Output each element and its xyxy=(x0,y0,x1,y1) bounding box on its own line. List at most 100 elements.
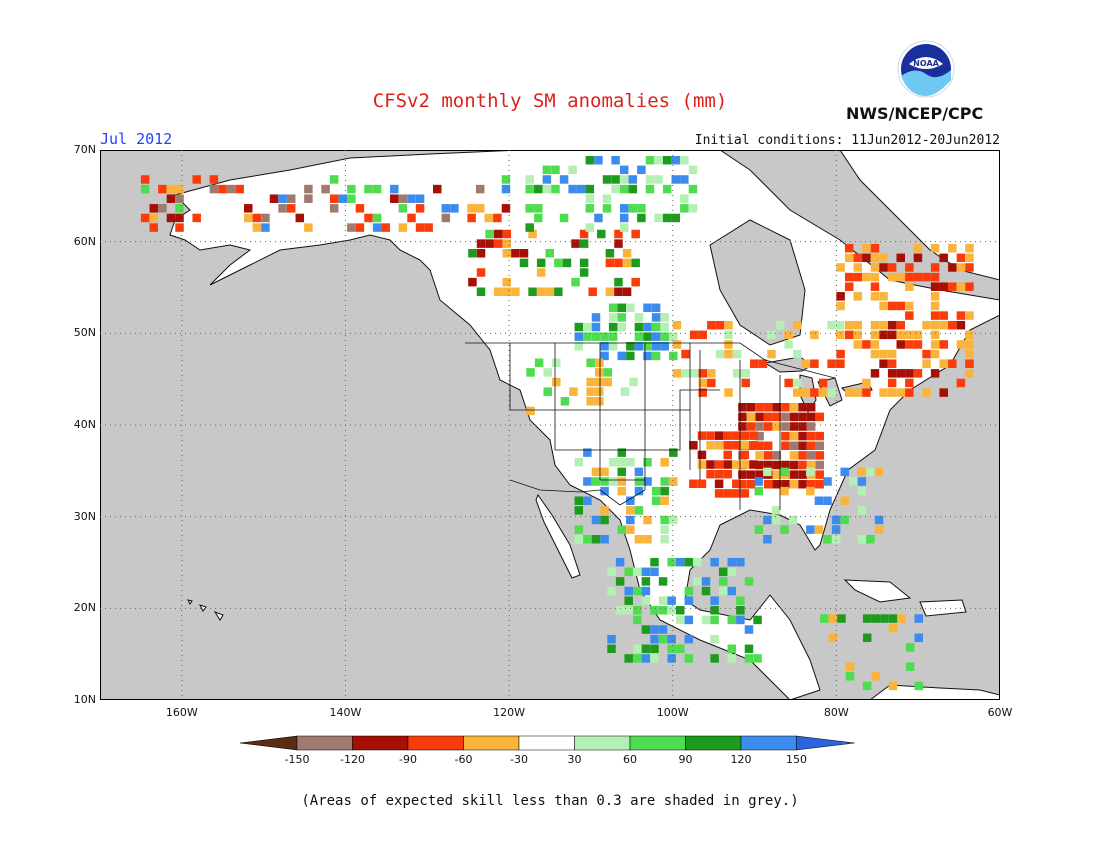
anomaly-cell xyxy=(611,155,620,165)
anomaly-cell xyxy=(633,644,642,654)
anomaly-cell xyxy=(651,303,661,313)
anomaly-cell xyxy=(913,253,923,263)
anomaly-cell xyxy=(913,340,923,349)
anomaly-cell xyxy=(626,525,635,534)
anomaly-cell xyxy=(585,194,595,203)
anomaly-cell xyxy=(732,441,741,450)
anomaly-cell xyxy=(583,332,592,341)
anomaly-cell xyxy=(591,515,601,525)
anomaly-cell xyxy=(887,320,897,330)
anomaly-cell xyxy=(789,460,799,470)
anomaly-cell xyxy=(789,480,799,489)
anomaly-cell xyxy=(714,469,724,479)
anomaly-cell xyxy=(887,330,897,340)
anomaly-cell xyxy=(862,272,871,282)
anomaly-cell xyxy=(321,184,330,194)
anomaly-cell xyxy=(905,263,914,272)
anomaly-cell xyxy=(192,213,201,223)
anomaly-cell xyxy=(650,567,659,577)
anomaly-cell xyxy=(634,313,644,322)
initial-conditions: Initial conditions: 11Jun2012-20Jun2012 xyxy=(694,133,1000,148)
anomaly-cell xyxy=(781,441,790,450)
anomaly-cell xyxy=(701,577,711,586)
anomaly-cell xyxy=(844,330,854,340)
anomaly-cell xyxy=(634,322,644,332)
anomaly-cell xyxy=(559,213,569,223)
colorbar-label: 120 xyxy=(731,753,752,766)
anomaly-cell xyxy=(736,615,745,625)
anomaly-cell xyxy=(347,223,356,232)
anomaly-cell xyxy=(840,467,849,477)
anomaly-cell xyxy=(631,277,640,287)
anomaly-cell xyxy=(654,155,663,165)
anomaly-cell xyxy=(614,239,623,248)
anomaly-cell xyxy=(611,184,620,194)
anomaly-cell xyxy=(827,320,836,330)
colorbar-max-arrow xyxy=(796,735,855,751)
land-hispaniola xyxy=(919,599,967,617)
anomaly-cell xyxy=(450,204,459,213)
anomaly-cell xyxy=(723,450,732,460)
anomaly-cell xyxy=(574,535,584,544)
anomaly-cell xyxy=(862,378,871,388)
anomaly-cell xyxy=(244,204,253,213)
anomaly-cell xyxy=(398,223,408,232)
anomaly-cell xyxy=(836,292,845,301)
anomaly-cell xyxy=(542,165,552,175)
lon-label: 160W xyxy=(165,706,198,719)
colorbar-segment xyxy=(463,735,520,751)
anomaly-cell xyxy=(806,431,816,441)
anomaly-cell xyxy=(732,489,741,498)
anomaly-cell xyxy=(536,268,546,277)
anomaly-cell xyxy=(651,313,661,322)
anomaly-cell xyxy=(930,292,940,301)
anomaly-cell xyxy=(600,467,609,477)
anomaly-cell xyxy=(502,287,512,296)
anomaly-cell xyxy=(502,249,512,258)
anomaly-cell xyxy=(626,506,635,515)
anomaly-cell xyxy=(643,322,652,332)
anomaly-cell xyxy=(278,204,287,213)
anomaly-cell xyxy=(619,213,629,223)
anomaly-cell xyxy=(364,184,373,194)
anomaly-cell xyxy=(650,625,659,634)
anomaly-cell xyxy=(602,175,612,184)
anomaly-cell xyxy=(888,681,898,691)
anomaly-cell xyxy=(887,388,897,397)
anomaly-cell xyxy=(732,479,741,489)
anomaly-cell xyxy=(789,412,799,422)
anomaly-cell xyxy=(706,441,715,450)
anomaly-cell xyxy=(781,460,790,470)
anomaly-cell xyxy=(701,615,711,625)
anomaly-cell xyxy=(727,654,737,663)
anomaly-cell xyxy=(965,253,974,263)
anomaly-cell xyxy=(605,287,615,296)
anomaly-cell xyxy=(738,422,747,431)
anomaly-cell xyxy=(574,458,584,467)
anomaly-cell xyxy=(551,165,560,175)
anomaly-cell xyxy=(667,557,676,567)
anomaly-cell xyxy=(252,223,262,232)
anomaly-cell xyxy=(801,388,811,397)
anomaly-cell xyxy=(600,515,609,525)
anomaly-cell xyxy=(641,654,651,663)
anomaly-cell xyxy=(887,349,897,359)
anomaly-cell xyxy=(836,301,845,311)
anomaly-cell xyxy=(624,586,633,596)
anomaly-cell xyxy=(607,634,616,644)
anomaly-cell xyxy=(645,184,655,194)
anomaly-cell xyxy=(424,223,433,232)
anomaly-cell xyxy=(922,320,931,330)
anomaly-cell xyxy=(372,184,382,194)
anomaly-cell xyxy=(149,223,158,232)
anomaly-cell xyxy=(853,330,863,340)
anomaly-cell xyxy=(706,469,715,479)
anomaly-cell xyxy=(930,349,940,359)
skill-footnote: (Areas of expected skill less than 0.3 a… xyxy=(301,793,799,809)
anomaly-cell xyxy=(591,477,601,486)
anomaly-cell xyxy=(660,486,669,496)
anomaly-cell xyxy=(269,194,279,203)
anomaly-cell xyxy=(684,615,694,625)
anomaly-cell xyxy=(475,204,485,213)
anomaly-cell xyxy=(845,672,855,681)
